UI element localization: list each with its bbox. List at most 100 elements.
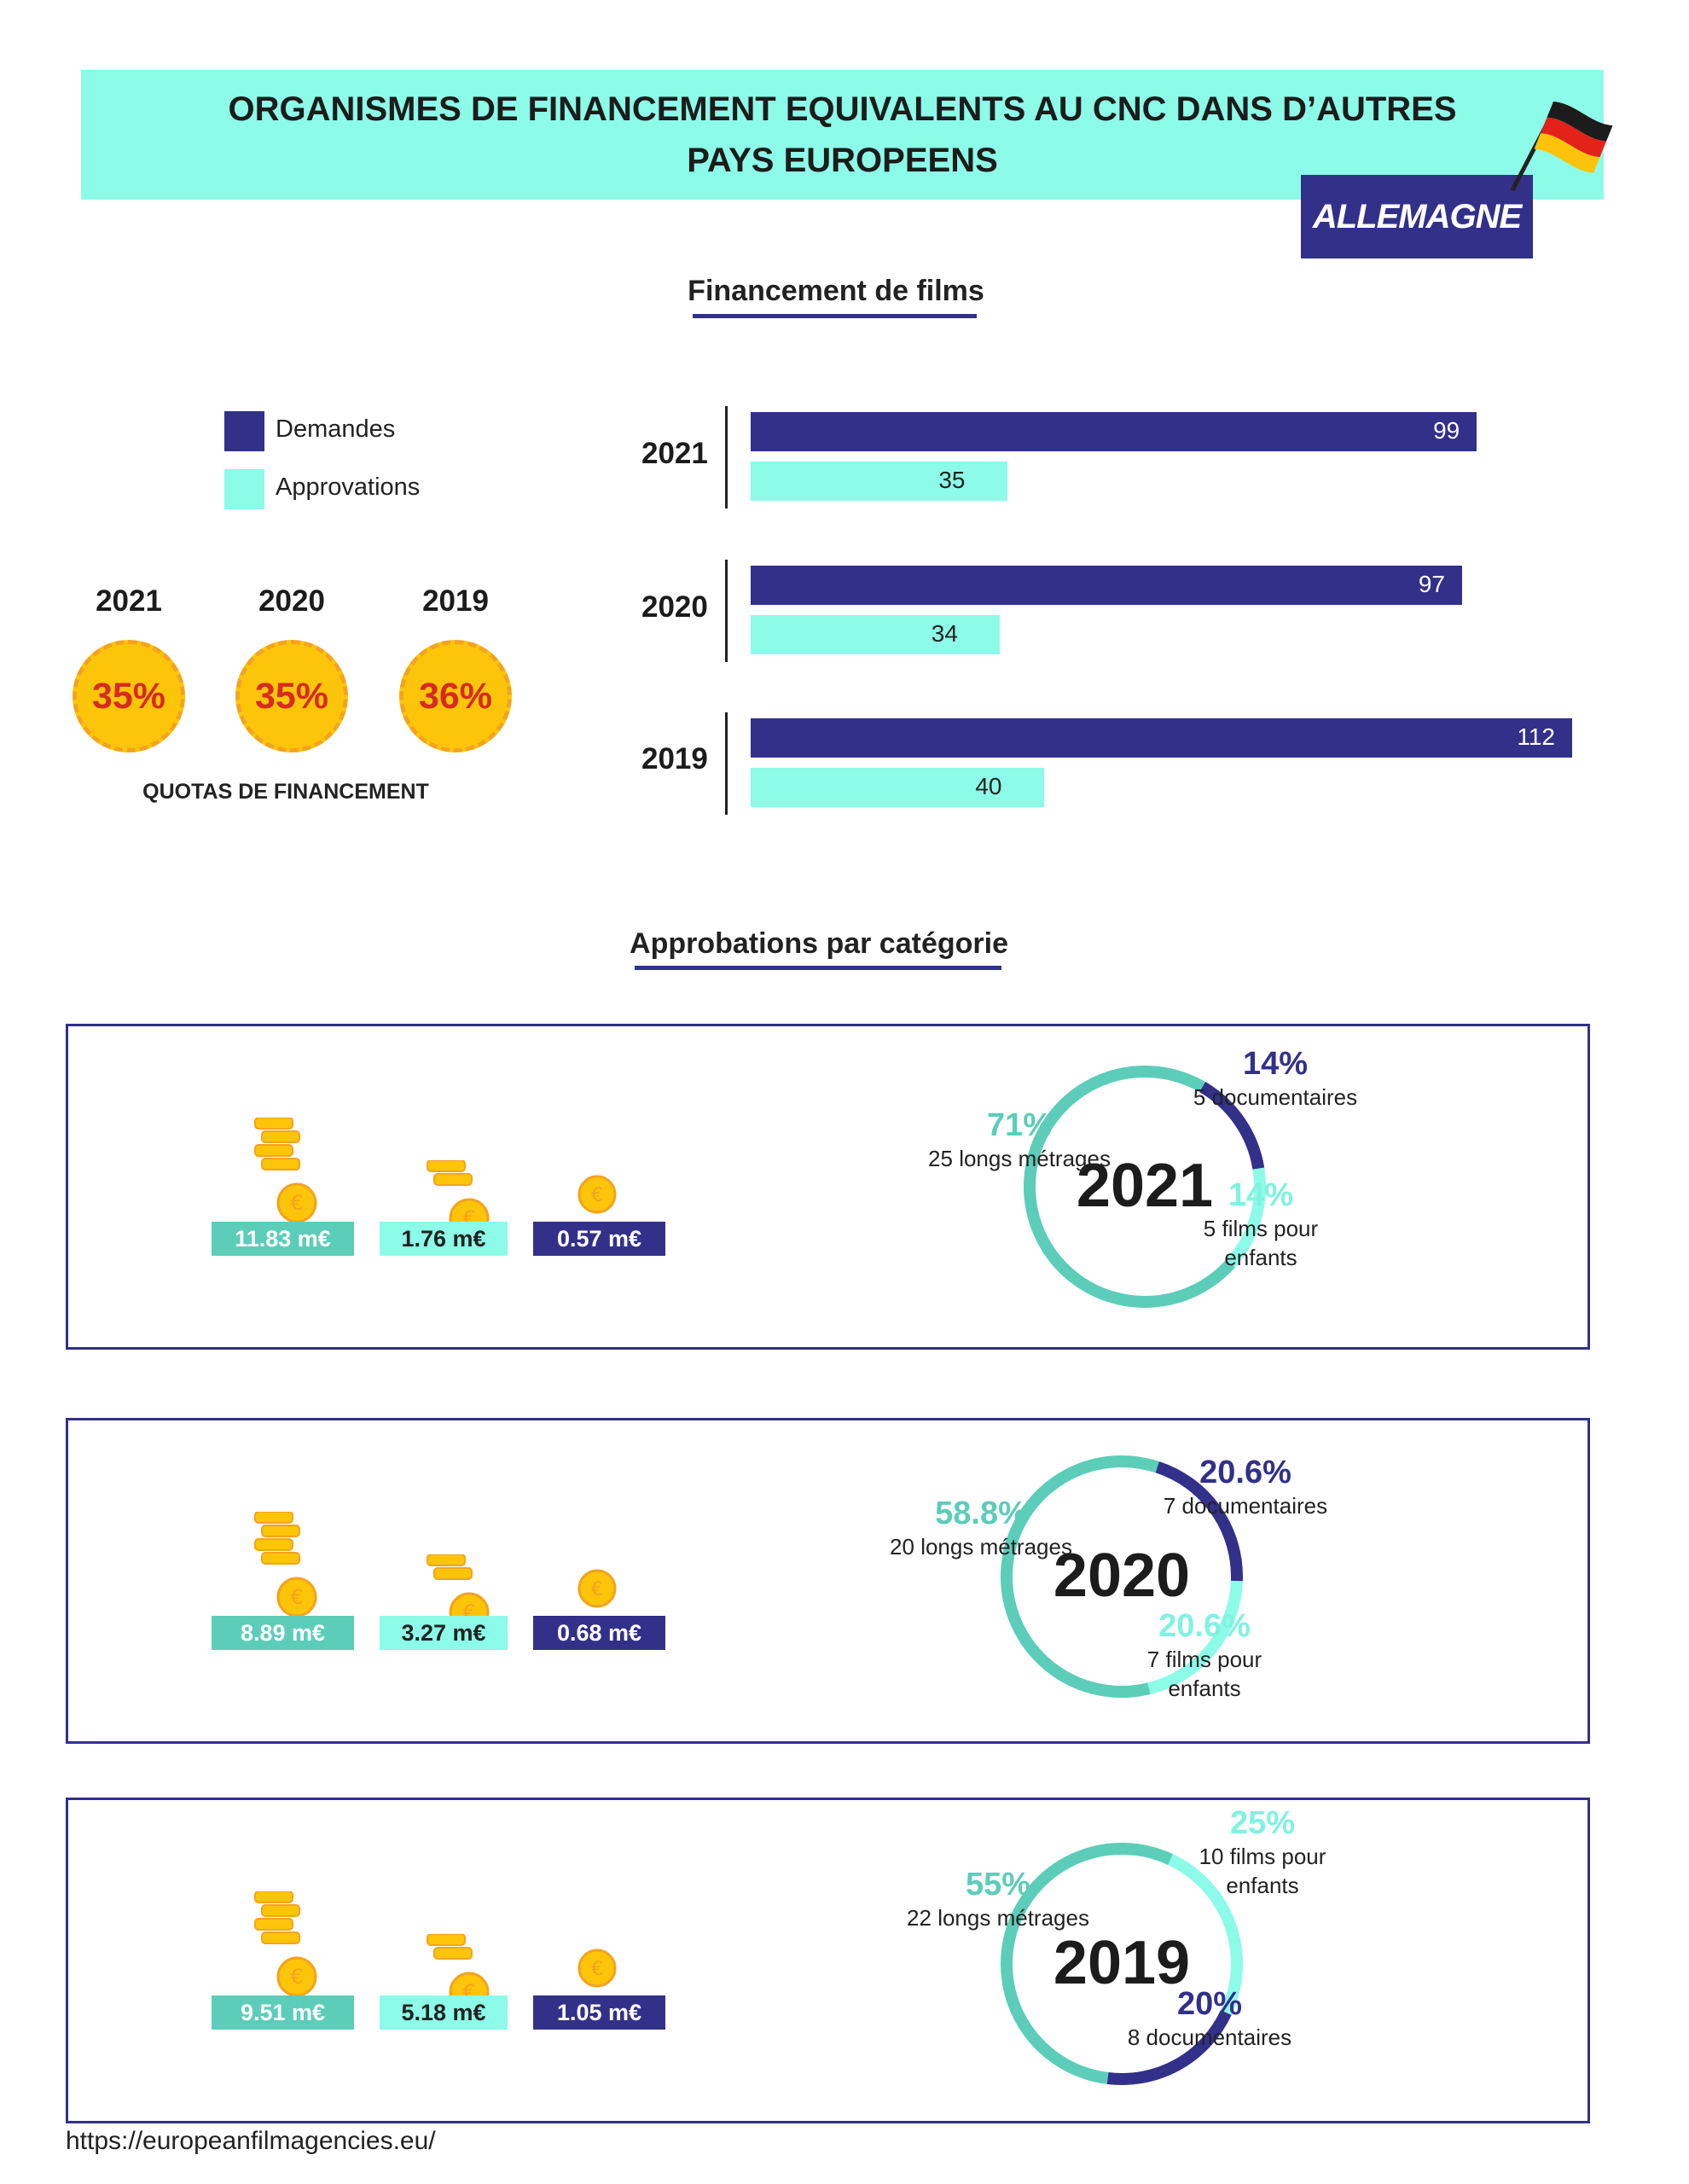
source-url: https://europeanfilmagencies.eu/ (66, 2127, 436, 2155)
funding-amount-label: 11.83 m€ (212, 1222, 354, 1256)
category-percent: 20.6% (1158, 1608, 1251, 1644)
category-percent: 25% (1229, 1805, 1296, 1841)
svg-text:€: € (591, 1579, 603, 1600)
category-count: 5 films pour enfants (1203, 1216, 1319, 1270)
approbations-title: Approbations par catégorie (630, 927, 1008, 960)
svg-text:€: € (290, 1965, 303, 1989)
category-label-doc: 20% 8 documentaires (1116, 1986, 1303, 2052)
legend-label-demandes: Demandes (276, 415, 396, 443)
donut-segment-long (1024, 1066, 1235, 1308)
donut-segment-enf (1147, 1580, 1243, 1694)
bar-year-label: 2020 (641, 590, 708, 624)
donut-year-label: 2021 (1076, 1152, 1214, 1220)
bar-axis (725, 406, 728, 508)
category-box-2021 (66, 1024, 1590, 1350)
donut-segment-doc (1199, 1082, 1265, 1170)
bar-approvations-2020 (751, 615, 1001, 654)
donut-chart-2020 (1001, 1455, 1243, 1698)
donut-chart-2021 (1024, 1066, 1266, 1308)
category-count: 8 documentaires (1127, 2024, 1292, 2050)
coin-stack-large-icon: € (254, 1512, 317, 1618)
coin-icon: € (578, 1949, 617, 1988)
bar-approvations-2019 (751, 768, 1044, 807)
bar-axis (725, 560, 728, 662)
financement-title-underline (693, 314, 977, 318)
bar-value-label: 35 (938, 467, 966, 493)
funding-amount-label: 0.68 m€ (533, 1616, 665, 1650)
funding-amount-label: 3.27 m€ (380, 1616, 508, 1650)
category-label-enf: 14% 5 films pour enfants (1167, 1177, 1355, 1272)
quota-coin-2021: 35% (73, 640, 185, 752)
category-percent: 14% (1228, 1177, 1294, 1213)
donut-chart-2019 (1001, 1843, 1243, 2085)
category-percent: 58.8% (935, 1496, 1027, 1531)
funding-amount-label: 0.57 m€ (533, 1222, 665, 1256)
legend-swatch-approvations (224, 469, 264, 509)
category-percent: 55% (965, 1867, 1031, 1902)
donut-segment-enf (1168, 1854, 1243, 2016)
category-box-2019 (66, 1798, 1590, 2123)
quota-year-2021: 2021 (96, 584, 162, 618)
category-percent: 71% (986, 1107, 1053, 1143)
coin-icon: € (578, 1569, 617, 1608)
category-percent: 14% (1242, 1046, 1309, 1082)
category-count: 20 longs métrages (890, 1534, 1072, 1560)
category-count: 22 longs métrages (907, 1905, 1089, 1931)
bar-value-label: 40 (975, 773, 1002, 799)
quota-coin-2020: 35% (235, 640, 348, 752)
funding-amount-label: 1.76 m€ (380, 1222, 508, 1256)
category-count: 25 longs métrages (928, 1146, 1111, 1171)
bar-approvations-2021 (751, 462, 1007, 501)
quota-coin-2019: 36% (399, 640, 512, 752)
financement-title: Financement de films (688, 275, 984, 307)
bar-demandes-2021 (751, 412, 1477, 451)
category-label-doc: 14% 5 documentaires (1181, 1046, 1369, 1112)
category-count: 5 documentaires (1193, 1084, 1358, 1110)
svg-text:€: € (591, 1959, 603, 1980)
svg-text:€: € (591, 1185, 603, 1206)
category-percent: 20% (1176, 1986, 1243, 2022)
germany-flag-icon (1506, 90, 1642, 192)
donut-segment-doc (1155, 1461, 1243, 1582)
funding-amount-label: 5.18 m€ (380, 1995, 508, 2030)
category-label-enf: 25% 10 films pour enfants (1169, 1805, 1356, 1900)
bar-value-label: 34 (931, 620, 958, 647)
country-badge: ALLEMAGNE (1301, 175, 1533, 258)
donut-segment-enf (1226, 1167, 1266, 1268)
svg-text:€: € (290, 1585, 303, 1609)
donut-year-label: 2019 (1053, 1929, 1191, 1997)
funding-amount-label: 1.05 m€ (533, 1995, 665, 2030)
bar-demandes-2019 (751, 718, 1572, 758)
category-count: 7 films pour enfants (1146, 1647, 1262, 1701)
approbations-title-underline (635, 966, 1001, 970)
bar-value-label: 99 (1433, 417, 1460, 444)
category-label-enf: 20.6% 7 films pour enfants (1111, 1608, 1298, 1703)
quota-year-2019: 2019 (422, 584, 489, 618)
donut-segment-long (1001, 1843, 1174, 2084)
funding-amount-label: 9.51 m€ (212, 1995, 354, 2030)
quota-year-2020: 2020 (258, 584, 325, 618)
bar-year-label: 2019 (641, 742, 708, 775)
bar-value-label: 97 (1418, 571, 1446, 597)
donut-segment-long (1001, 1455, 1159, 1698)
coin-stack-large-icon: € (254, 1891, 317, 1997)
category-count: 10 films pour enfants (1199, 1844, 1326, 1898)
donut-segment-doc (1106, 2010, 1232, 2085)
quota-label: QUOTAS DE FINANCEMENT (142, 780, 429, 804)
bar-axis (725, 712, 728, 815)
category-label-long: 58.8% 20 longs métrages (887, 1496, 1075, 1561)
category-label-long: 55% 22 longs métrages (904, 1867, 1092, 1932)
donut-year-label: 2020 (1053, 1542, 1191, 1610)
bar-value-label: 112 (1517, 723, 1555, 750)
legend-swatch-demandes (224, 411, 264, 451)
funding-amount-label: 8.89 m€ (212, 1616, 354, 1650)
page-title: ORGANISMES DE FINANCEMENT EQUIVALENTS AU… (228, 90, 1457, 179)
category-box-2020 (66, 1418, 1590, 1744)
legend-label-approvations: Approvations (276, 473, 421, 501)
coin-icon: € (578, 1175, 617, 1214)
category-label-doc: 20.6% 7 documentaires (1152, 1455, 1339, 1520)
svg-text:€: € (290, 1191, 303, 1215)
category-count: 7 documentaires (1163, 1493, 1328, 1519)
category-label-long: 71% 25 longs métrages (926, 1107, 1113, 1173)
category-percent: 20.6% (1199, 1455, 1291, 1490)
